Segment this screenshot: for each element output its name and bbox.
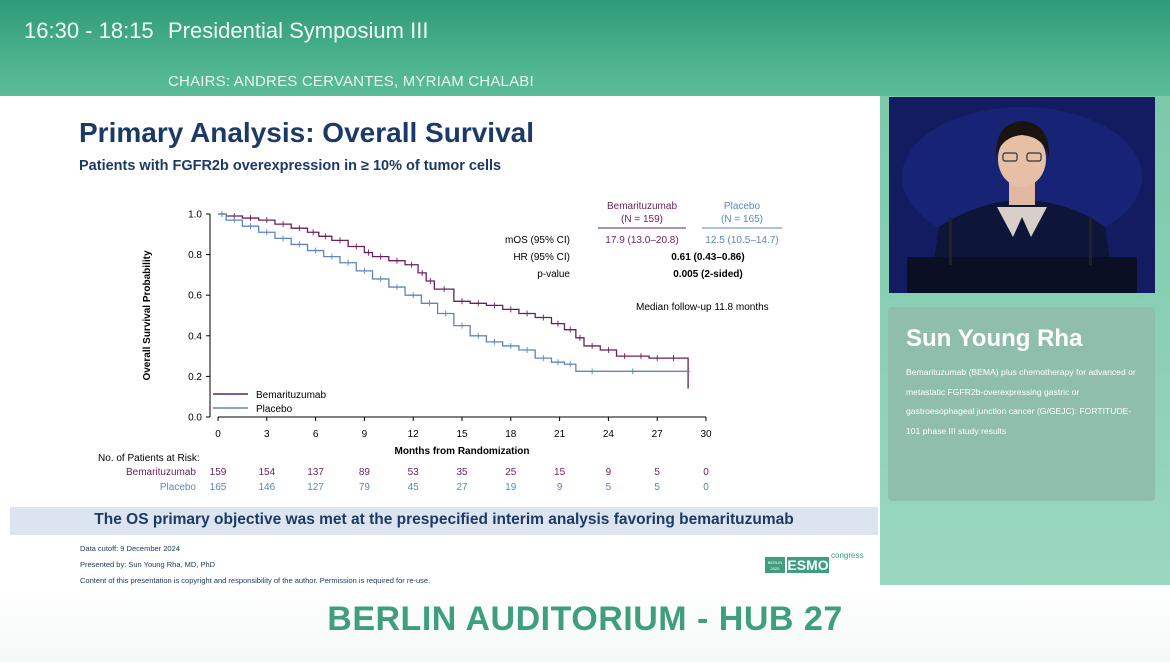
x-tick-label: 9: [362, 429, 368, 440]
x-tick-label: 0: [215, 429, 221, 440]
x-tick-label: 18: [505, 429, 517, 440]
stat-value-bema: 17.9 (13.0–20.8): [605, 235, 678, 246]
legend-label-placebo: Placebo: [256, 404, 293, 415]
y-axis-label: Overall Survival Probability: [142, 250, 153, 380]
risk-count: 79: [359, 482, 371, 493]
risk-count: 9: [557, 482, 563, 493]
x-tick-label: 12: [408, 429, 420, 440]
x-axis-label: Months from Randomization: [395, 446, 530, 457]
session-time: 16:30 - 18:15: [24, 18, 154, 43]
risk-count: 15: [554, 467, 566, 478]
y-tick-label: 0.0: [188, 413, 202, 424]
risk-count: 5: [654, 482, 660, 493]
venue-bar: [0, 585, 1170, 662]
risk-count: 165: [210, 482, 227, 493]
risk-count: 127: [307, 482, 324, 493]
x-tick-label: 3: [264, 429, 270, 440]
risk-count: 5: [606, 482, 612, 493]
x-tick-label: 15: [456, 429, 468, 440]
risk-count: 89: [359, 467, 371, 478]
x-tick-label: 21: [554, 429, 566, 440]
risk-row-label: Placebo: [160, 482, 197, 493]
y-tick-label: 0.2: [188, 372, 202, 383]
risk-count: 146: [258, 482, 275, 493]
svg-text:2025: 2025: [771, 566, 781, 571]
stat-row-label: HR (95% CI): [513, 252, 570, 263]
stat-row-label: mOS (95% CI): [505, 235, 570, 246]
session-title: Presidential Symposium III: [168, 18, 429, 43]
speaker-video: [889, 97, 1155, 293]
svg-text:ESMO: ESMO: [787, 557, 828, 573]
conclusion-text: The OS primary objective was met at the …: [94, 511, 794, 528]
y-tick-label: 0.6: [188, 291, 202, 302]
speaker-photo: [889, 97, 1155, 293]
speaker-name: Sun Young Rha: [906, 325, 1083, 352]
data-cutoff: Data cutoff: 9 December 2024: [80, 544, 180, 553]
risk-count: 19: [505, 482, 517, 493]
bema-arm-n: (N = 159): [621, 214, 663, 225]
copyright-note: Content of this presentation is copyrigh…: [80, 576, 431, 585]
risk-count: 9: [606, 467, 612, 478]
risk-count: 53: [408, 467, 420, 478]
y-tick-label: 0.4: [188, 331, 202, 342]
svg-text:BERLIN: BERLIN: [768, 560, 783, 565]
talk-title: Bemarituzumab (BEMA) plus chemotherapy f…: [906, 367, 1136, 436]
risk-count: 35: [456, 467, 468, 478]
venue-label: BERLIN AUDITORIUM - HUB 27: [327, 600, 843, 638]
stat-value-comparison: 0.005 (2-sided): [673, 269, 742, 280]
risk-count: 25: [505, 467, 517, 478]
session-header: 16:30 - 18:15 Presidential Symposium III…: [0, 0, 1170, 96]
risk-count: 154: [258, 467, 275, 478]
risk-count: 159: [210, 467, 227, 478]
x-tick-label: 24: [603, 429, 615, 440]
risk-row-label: Bemarituzumab: [126, 467, 196, 478]
slide-title: Primary Analysis: Overall Survival: [79, 117, 534, 148]
median-followup: Median follow-up 11.8 months: [636, 302, 769, 313]
session-chairs: CHAIRS: ANDRES CERVANTES, MYRIAM CHALABI: [168, 73, 534, 90]
risk-count: 137: [307, 467, 324, 478]
risk-count: 5: [654, 467, 660, 478]
stat-value-placebo: 12.5 (10.5–14.7): [705, 235, 778, 246]
placebo-arm-header: Placebo: [724, 201, 761, 212]
y-tick-label: 1.0: [188, 210, 202, 221]
y-tick-label: 0.8: [188, 250, 202, 261]
legend-label-bemarituzumab: Bemarituzumab: [256, 390, 326, 401]
km-survival-chart: 0 3 6 9 12 15 18 21 24 27 30 0.0 0.2 0.4 0.6 0.8 1.0 Mont…: [98, 201, 782, 493]
speaker-card: Sun Young Rha Bemarituzumab (BEMA) plus …: [888, 307, 1155, 501]
risk-count: 0: [703, 467, 709, 478]
conclusion-banner: The OS primary objective was met at the …: [10, 507, 878, 535]
risk-count: 0: [703, 482, 709, 493]
bema-arm-header: Bemarituzumab: [607, 201, 677, 212]
esmo-congress-logo: BERLIN 2025 ESMO congress: [765, 551, 863, 573]
slide-subtitle: Patients with FGFR2b overexpression in ≥…: [79, 158, 502, 174]
x-tick-label: 6: [313, 429, 319, 440]
x-tick-label: 30: [700, 429, 712, 440]
presentation-slide: Primary Analysis: Overall Survival Patie…: [10, 97, 878, 587]
risk-count: 45: [408, 482, 420, 493]
stat-row-label: p-value: [537, 269, 570, 280]
stat-value-comparison: 0.61 (0.43–0.86): [671, 252, 744, 263]
svg-text:congress: congress: [831, 551, 863, 560]
x-tick-label: 27: [652, 429, 664, 440]
placebo-arm-n: (N = 165): [721, 214, 763, 225]
risk-table-title: No. of Patients at Risk:: [98, 453, 200, 464]
presenter-credit: Presented by: Sun Young Rha, MD, PhD: [80, 560, 216, 569]
risk-count: 27: [456, 482, 468, 493]
